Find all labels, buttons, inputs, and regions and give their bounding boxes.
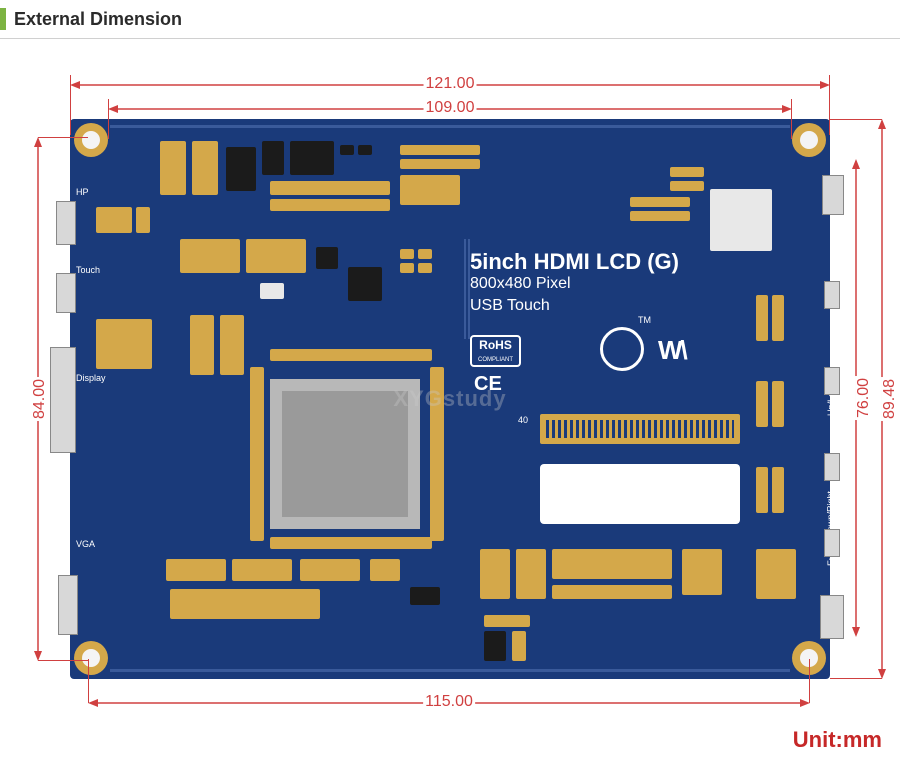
menu-btn-icon — [824, 281, 840, 309]
diagram-stage: 40 5inch HDMI LCD (G) 800x480 Pixel USB … — [0, 39, 900, 759]
hdmi-port-icon — [50, 347, 76, 453]
label-display: Display — [76, 373, 106, 383]
mounting-hole-icon — [74, 641, 108, 675]
dim-label: 109.00 — [424, 99, 477, 117]
dim-label: 84.00 — [31, 377, 49, 421]
pcb-resolution: 800x480 Pixel — [470, 275, 571, 293]
pcb-title: 5inch HDMI LCD (G) — [470, 249, 679, 275]
ce-mark: CE — [474, 373, 502, 396]
dim-label: 76.00 — [855, 376, 873, 420]
mounting-hole-icon — [792, 123, 826, 157]
hp-jack-icon — [56, 201, 76, 245]
label-touch: Touch — [76, 265, 100, 275]
section-header: External Dimension — [0, 0, 900, 38]
dim-right-inner: 76.00 — [846, 159, 866, 637]
up-btn-icon — [824, 367, 840, 395]
mounting-hole-icon — [74, 123, 108, 157]
rohs-sub: COMPLIANT — [478, 357, 513, 363]
display-cutout — [540, 464, 740, 524]
label-hp: HP — [76, 187, 89, 197]
rohs-badge: RoHS COMPLIANT — [470, 335, 521, 367]
main-chip — [270, 379, 420, 529]
trademark: TM — [638, 315, 651, 325]
exit-btn-icon — [824, 529, 840, 557]
dc-jack-icon — [820, 595, 844, 639]
label-vga: VGA — [76, 539, 95, 549]
dim-left: 84.00 — [28, 137, 48, 661]
header-title: External Dimension — [14, 9, 182, 30]
rohs-text: RoHS — [479, 338, 512, 352]
dim-label: 89.48 — [881, 377, 899, 421]
dim-top-outer: 121.00 — [70, 75, 830, 95]
ffc-pin-label: 40 — [518, 415, 528, 425]
pcb-touch: USB Touch — [470, 297, 550, 315]
power-port-icon — [822, 175, 844, 215]
header-accent-bar — [0, 8, 6, 30]
brand-logo-icon — [600, 327, 644, 371]
dim-label: 121.00 — [424, 75, 477, 93]
touch-port-icon — [56, 273, 76, 313]
ffc-connector — [540, 414, 740, 444]
dim-right-outer: 89.48 — [872, 119, 892, 679]
brand-text: W\ — [658, 335, 686, 366]
pcb-board: 40 5inch HDMI LCD (G) 800x480 Pixel USB … — [70, 119, 830, 679]
vga-port-icon — [58, 575, 78, 635]
dim-bottom: 115.00 — [88, 693, 810, 713]
dim-label: 115.00 — [423, 693, 475, 711]
unit-label: Unit:mm — [793, 727, 882, 753]
dim-top-inner: 109.00 — [108, 99, 792, 119]
down-btn-icon — [824, 453, 840, 481]
